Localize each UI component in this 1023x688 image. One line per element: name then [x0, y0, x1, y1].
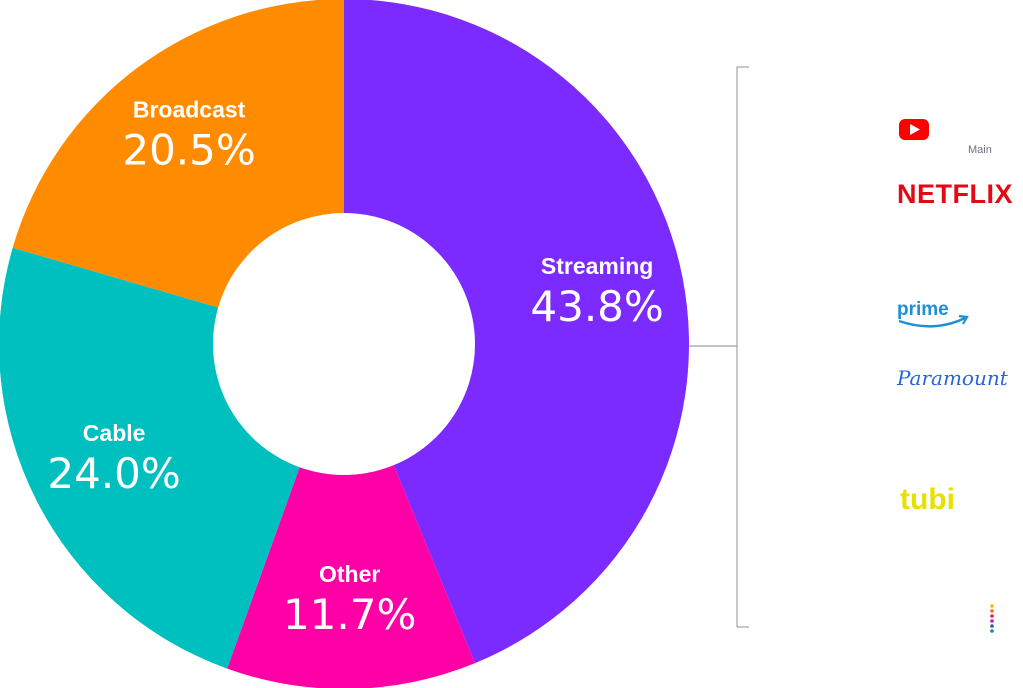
brand-main-label: Main — [968, 144, 992, 156]
slice-value-broadcast: 20.5% — [122, 126, 255, 175]
slice-label-cable: Cable — [83, 420, 146, 446]
slice-streaming — [344, 0, 689, 664]
slice-label-streaming: Streaming — [541, 253, 653, 279]
slice-cable — [0, 247, 300, 669]
colored-dots-logo-icon — [990, 604, 994, 633]
donut-slices — [0, 0, 689, 688]
slice-label-broadcast: Broadcast — [133, 97, 246, 123]
slice-label-other: Other — [319, 561, 380, 587]
streaming-brands: Main NETFLIX prime Paramount tubi — [896, 119, 1013, 633]
paramount-logo: Paramount — [896, 366, 1009, 390]
slice-value-cable: 24.0% — [47, 449, 180, 498]
netflix-logo: NETFLIX — [897, 179, 1013, 209]
slice-labels: Streaming 43.8% Other 11.7% Cable 24.0% Broadc… — [47, 97, 663, 639]
slice-broadcast — [12, 0, 344, 308]
tubi-logo: tubi — [900, 483, 955, 516]
slice-value-streaming: 43.8% — [530, 282, 663, 331]
slice-other — [227, 465, 476, 688]
youtube-logo-icon — [899, 119, 929, 140]
prime-video-logo: prime — [897, 299, 969, 328]
svg-text:prime: prime — [897, 299, 949, 320]
streaming-bracket — [689, 66, 749, 628]
slice-value-other: 11.7% — [283, 590, 416, 639]
